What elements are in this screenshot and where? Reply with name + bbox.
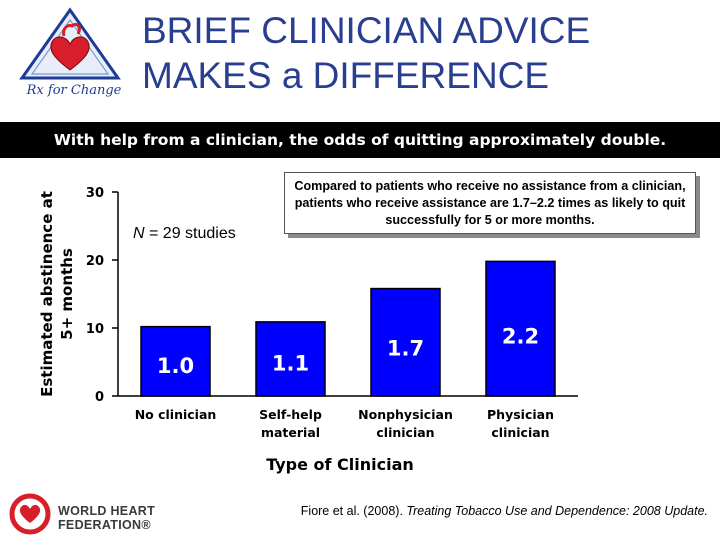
data-label: 1.1 <box>272 352 309 376</box>
citation-authors: Fiore et al. (2008). <box>300 504 407 518</box>
whf-wordmark: WORLD HEART FEDERATION® <box>58 504 155 532</box>
x-tick-label: Nonphysician <box>358 407 453 422</box>
x-tick-label: clinician <box>491 425 549 440</box>
citation: Fiore et al. (2008). Treating Tobacco Us… <box>301 504 708 518</box>
callout-box: Compared to patients who receive no assi… <box>284 172 696 234</box>
y-tick-label: 20 <box>86 254 104 269</box>
y-tick-label: 30 <box>86 186 104 201</box>
y-axis-title-line: 5+ months <box>58 248 76 340</box>
slide-title-line-1: BRIEF CLINICIAN ADVICE <box>142 10 591 51</box>
whf-heart-icon <box>19 504 41 523</box>
data-label: 2.2 <box>502 324 539 348</box>
x-tick-label: clinician <box>376 425 434 440</box>
y-tick-label: 0 <box>95 390 104 405</box>
subtitle-bar: With help from a clinician, the odds of … <box>0 122 720 158</box>
data-label: 1.0 <box>157 354 194 378</box>
data-label-bg <box>494 318 547 353</box>
n-symbol: N <box>133 225 145 242</box>
y-axis-ticks: 0 10 20 30 <box>86 186 118 405</box>
n-count-text: = 29 studies <box>145 225 236 242</box>
slide-title-line-2: MAKES a DIFFERENCE <box>142 55 550 96</box>
x-tick-label: Physician <box>487 407 554 422</box>
data-label: 1.7 <box>387 337 424 361</box>
rx-for-change-logo: Rx for Change <box>19 7 122 98</box>
x-tick-label: material <box>261 425 320 440</box>
x-axis-title: Type of Clinician <box>266 455 414 474</box>
citation-work: Treating Tobacco Use and Dependence: 200… <box>406 504 708 518</box>
world-heart-federation-logo <box>9 493 51 535</box>
x-axis-ticks: No clinician Self-help material Nonphysicia… <box>135 407 554 440</box>
bars: 1.0 1.1 1.7 2.2 <box>140 260 556 397</box>
x-tick-label: Self-help <box>259 407 322 422</box>
whf-line-1: WORLD HEART <box>58 504 156 518</box>
y-axis-title-line: Estimated abstinence at <box>38 191 56 397</box>
heart-icon <box>50 36 90 71</box>
heart-vessel-icon <box>62 22 81 37</box>
x-tick-label: No clinician <box>135 407 217 422</box>
n-annotation: N = 29 studies <box>133 225 236 242</box>
whf-circle-icon <box>9 493 51 535</box>
y-axis-title: Estimated abstinence at 5+ months <box>38 191 76 397</box>
data-label-bg <box>264 345 317 380</box>
whf-line-2: FEDERATION® <box>58 518 151 532</box>
data-label-bg <box>379 330 432 365</box>
slide-title: BRIEF CLINICIAN ADVICE MAKES a DIFFERENC… <box>142 8 702 98</box>
data-label-bg <box>149 347 202 382</box>
y-tick-label: 10 <box>86 322 104 337</box>
logo-caption: Rx for Change <box>26 83 122 98</box>
